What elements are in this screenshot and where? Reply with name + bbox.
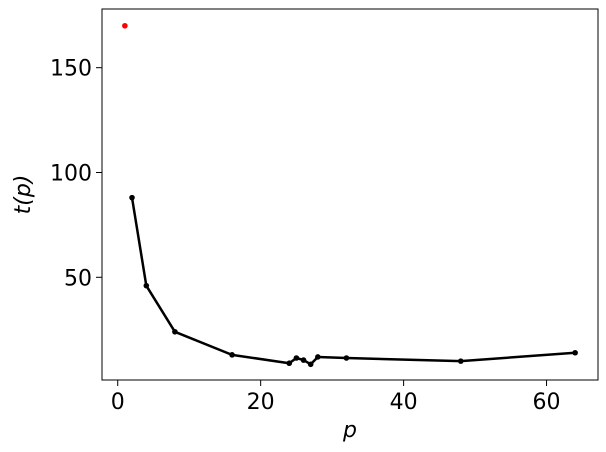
data-point [572,349,578,356]
x-tick-label: 20 [247,390,275,415]
data-point [129,194,135,201]
data-point [122,22,128,29]
x-axis-label: p [342,418,357,443]
y-tick-label: 50 [64,266,92,291]
data-point [457,358,464,364]
plot-area-frame [101,8,599,381]
x-tick-label: 40 [390,390,418,415]
data-point [229,352,235,358]
x-tick-label: 60 [533,390,561,415]
data-point [172,328,178,335]
x-axis-ticks: 0 20 40 60 [111,380,561,415]
series-layer [122,22,578,368]
data-point [293,355,300,361]
data-point [315,354,321,360]
data-point [307,361,314,368]
y-tick-label: 100 [50,161,92,186]
x-tick-label: 0 [111,390,125,415]
y-axis-label: t(p) [11,175,36,215]
data-point [343,355,350,361]
data-point [300,357,307,363]
y-tick-label: 150 [50,57,92,82]
series-line [130,197,576,366]
data-point [286,360,293,367]
y-axis-ticks: 50 100 150 [50,57,102,291]
data-point [143,282,150,289]
